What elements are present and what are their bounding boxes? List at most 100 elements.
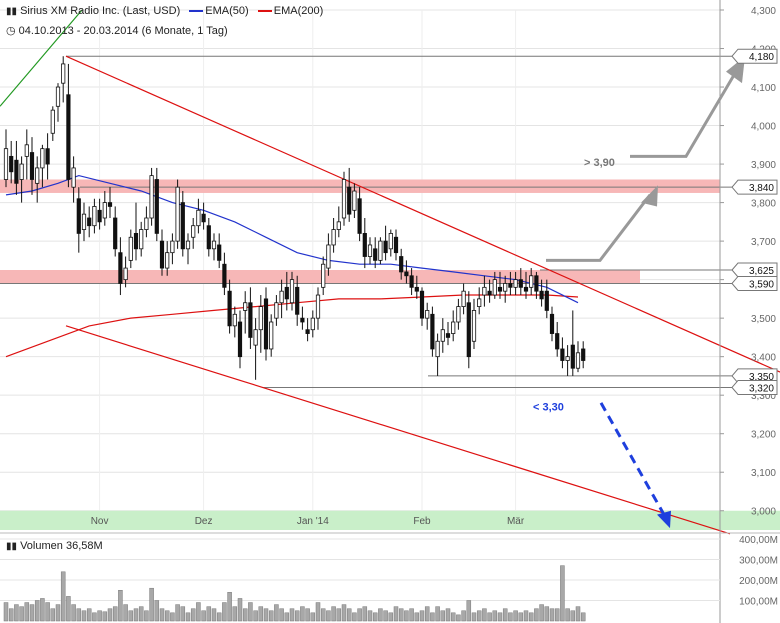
volume-bar <box>372 612 378 622</box>
candle-body <box>539 290 544 300</box>
volume-bar <box>482 608 487 622</box>
volume-bar <box>107 608 113 622</box>
candle-body <box>315 294 321 319</box>
bars-icon: ▮▮ <box>6 6 18 17</box>
trend-lines <box>0 9 780 535</box>
volume-bar <box>258 606 264 622</box>
y-tick-label: 3,100 <box>751 468 776 479</box>
candle-body <box>159 240 165 269</box>
candle-body <box>274 302 279 319</box>
volume-bar <box>227 592 232 622</box>
volume-bar <box>320 608 326 622</box>
support-zone <box>0 510 780 530</box>
volume-bar <box>502 608 508 622</box>
volume-bar <box>388 612 394 622</box>
candle-body <box>81 213 87 230</box>
candle-body <box>128 236 133 261</box>
candle-body <box>133 233 139 250</box>
price-label-box <box>731 262 778 278</box>
candle-body <box>289 279 295 304</box>
volume-bar <box>440 610 446 622</box>
candle-body <box>508 283 513 288</box>
volume-bar <box>242 608 248 622</box>
volume-bar <box>300 606 305 622</box>
chart-header: ▮▮ Sirius XM Radio Inc. (Last, USD) EMA(… <box>6 5 323 17</box>
candle-body <box>300 317 305 323</box>
volume-bar <box>471 612 477 622</box>
volume-bar <box>279 608 284 622</box>
volume-bar <box>19 606 24 622</box>
candle-body <box>326 244 331 269</box>
candle-body <box>165 252 170 269</box>
volume-bar <box>66 596 71 622</box>
volume-bar <box>424 606 430 622</box>
y-tick-label: 3,200 <box>751 430 776 441</box>
candle-body <box>9 155 14 173</box>
bullish-arrow-1 <box>546 193 652 262</box>
volume-bar <box>40 598 45 622</box>
candle-body <box>362 233 367 257</box>
volume-value: 36,58M <box>65 540 103 552</box>
candle-body <box>581 348 586 361</box>
candle-body <box>61 63 66 84</box>
y-tick-label: 3,900 <box>751 160 776 171</box>
candle-body <box>14 159 19 184</box>
candle-body <box>399 256 404 273</box>
candle-body <box>97 209 102 223</box>
volume-bar <box>383 610 388 622</box>
candle-body <box>263 298 269 350</box>
volume-bar <box>419 610 425 622</box>
price-label: 3,350 <box>749 372 774 383</box>
volume-tick-label: 400,00M <box>739 535 778 546</box>
candle-body <box>565 356 570 361</box>
x-tick-label: Dez <box>195 516 213 527</box>
price-label-box <box>731 275 778 291</box>
ema50-line <box>5 174 579 304</box>
candle-body <box>24 144 29 157</box>
candle-body <box>76 198 81 234</box>
y-tick-label: 4,300 <box>751 6 776 17</box>
instrument-title: Sirius XM Radio Inc. (Last, USD) <box>20 5 181 17</box>
candle-body <box>87 217 92 227</box>
volume-bar <box>461 610 466 622</box>
price-label: 3,840 <box>749 183 774 194</box>
annotations: > 3,90 < 3,30 <box>533 157 615 414</box>
candle-body <box>477 298 482 307</box>
candle-body <box>357 198 362 234</box>
volume-bar <box>560 565 565 622</box>
volume-bar <box>190 608 196 622</box>
candle-body <box>445 333 451 338</box>
candle-body <box>435 340 440 358</box>
y-tick-label: 3,400 <box>751 353 776 364</box>
candle-body <box>118 252 123 284</box>
candle-body <box>575 352 581 369</box>
volume-bar <box>92 612 97 622</box>
date-range: 04.10.2013 - 20.03.2014 (6 Monate, 1 Tag… <box>18 25 228 37</box>
candle-body <box>523 286 529 292</box>
date-range-row: ◷ 04.10.2013 - 20.03.2014 (6 Monate, 1 T… <box>6 24 228 37</box>
bearish-arrowhead <box>657 510 671 529</box>
candle-body <box>139 229 144 250</box>
candle-body <box>211 240 217 250</box>
candle-body <box>466 302 471 358</box>
candle-body <box>185 240 191 250</box>
candle-body <box>414 286 419 292</box>
volume-bar <box>164 610 170 622</box>
bullish-arrowhead-1 <box>641 185 658 207</box>
x-tick-label: Feb <box>413 516 431 527</box>
candle-body <box>373 248 378 261</box>
candle-body <box>555 333 560 350</box>
volume-bar <box>450 612 456 622</box>
candle-body <box>40 148 45 169</box>
candle-body <box>404 271 409 277</box>
volume-bar <box>284 612 290 622</box>
volume-tick-label: 100,00M <box>739 597 778 608</box>
volume-bar <box>175 604 180 622</box>
candle-body <box>175 186 180 242</box>
volume-bar <box>534 608 539 622</box>
volume-bar <box>445 608 451 622</box>
candle-body <box>107 202 113 207</box>
volume-bar <box>24 602 30 622</box>
volume-bar <box>180 606 186 622</box>
